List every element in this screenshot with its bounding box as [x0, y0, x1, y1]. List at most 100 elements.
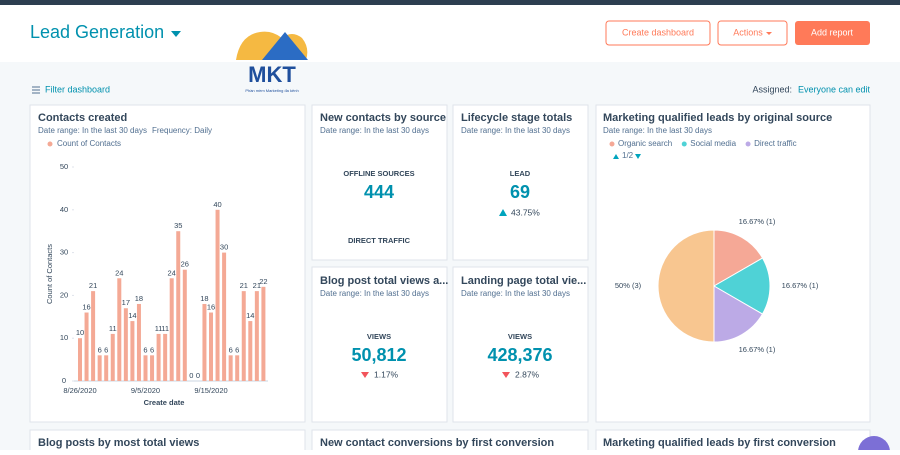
data-label: 22	[259, 277, 267, 286]
date-range: Date range: In the last 30 days	[461, 289, 570, 298]
card	[452, 266, 589, 423]
slice-label: 16.67% (1)	[739, 345, 776, 354]
data-label: 11	[109, 324, 117, 333]
data-label: 18	[200, 294, 208, 303]
data-label: 16	[207, 303, 215, 312]
slice-label: 16.67% (1)	[782, 281, 819, 290]
metric-label: LEAD	[510, 169, 531, 178]
filter-icon	[32, 86, 40, 94]
bar	[143, 355, 148, 381]
y-tick-label: 10	[60, 333, 68, 342]
data-label: 11	[161, 324, 169, 333]
legend-swatch	[47, 141, 53, 147]
card-title: Marketing qualified leads by original so…	[603, 112, 832, 124]
bar	[78, 338, 82, 381]
metric-change: 1.17%	[374, 369, 399, 379]
y-tick-label: 30	[60, 248, 68, 257]
legend-next[interactable]	[635, 154, 641, 159]
bar	[130, 321, 135, 381]
bar	[176, 231, 181, 381]
date-range: Date range: In the last 30 days	[320, 126, 429, 135]
dashboard-title[interactable]: Lead Generation	[30, 22, 164, 42]
metric-value: 50,812	[351, 345, 406, 365]
card	[29, 104, 306, 423]
data-label: 24	[168, 268, 176, 277]
bar	[169, 278, 174, 381]
actions-button[interactable]	[717, 20, 788, 46]
legend-swatch	[609, 141, 615, 147]
legend-label: Organic search	[618, 139, 672, 148]
bar	[163, 333, 168, 381]
bar	[215, 209, 220, 381]
metric-change: 43.75%	[511, 207, 540, 217]
bar	[261, 286, 266, 381]
legend-label: Count of Contacts	[57, 139, 121, 148]
card	[311, 104, 448, 261]
add-button[interactable]	[795, 21, 870, 45]
data-label: 26	[181, 260, 189, 269]
bar	[136, 303, 141, 381]
x-tick-label: 9/15/2020	[194, 386, 227, 395]
bar	[202, 303, 207, 381]
x-axis-label: Create date	[144, 398, 185, 407]
date-range: Date range: In the last 30 days	[38, 126, 147, 135]
metric-value: 444	[364, 182, 394, 202]
x-tick-label: 8/26/2020	[63, 386, 96, 395]
data-label: 6	[98, 345, 102, 354]
pie-slice	[713, 229, 764, 287]
add-button-label[interactable]: Add report	[811, 27, 854, 37]
top-nav	[0, 0, 900, 5]
bar	[235, 355, 240, 381]
y-axis-label: Count of Contacts	[45, 244, 54, 304]
card-title: Blog post total views a...	[320, 275, 448, 287]
legend-page: 1/2	[622, 151, 634, 160]
bar	[123, 308, 128, 381]
logo-shape	[262, 32, 308, 60]
actions-button-label[interactable]: Actions	[733, 27, 763, 37]
data-label: 0	[196, 371, 200, 380]
card-title: Contacts created	[38, 112, 127, 124]
bar	[117, 278, 122, 381]
filter-link[interactable]: Filter dashboard	[45, 84, 110, 94]
bar	[248, 321, 253, 381]
create-button[interactable]	[605, 20, 711, 46]
bar	[254, 291, 259, 381]
bar	[222, 252, 227, 381]
create-button-label[interactable]: Create dashboard	[622, 27, 694, 37]
bar	[228, 355, 233, 381]
data-label: 18	[135, 294, 143, 303]
title-caret	[171, 31, 181, 37]
up-arrow	[499, 209, 507, 216]
legend-prev[interactable]	[613, 154, 619, 159]
data-label: 30	[220, 243, 228, 252]
data-label: 6	[235, 345, 239, 354]
metric-label: VIEWS	[367, 332, 391, 341]
data-label: 0	[189, 371, 193, 380]
y-tick-label: 40	[60, 205, 68, 214]
bar	[182, 269, 187, 381]
data-label: 35	[174, 221, 182, 230]
metric-label: DIRECT TRAFFIC	[348, 236, 411, 245]
bar	[150, 355, 155, 381]
bar	[209, 312, 213, 381]
frequency: Frequency: Daily	[152, 126, 212, 135]
logo-text: MKT	[248, 62, 296, 87]
legend-swatch	[681, 141, 687, 147]
legend-label: Direct traffic	[754, 139, 797, 148]
data-label: 6	[229, 345, 233, 354]
pie-slice	[713, 285, 764, 343]
date-range: Date range: In the last 30 days	[603, 126, 712, 135]
slice-label: 50% (3)	[615, 281, 642, 290]
card	[311, 266, 448, 423]
date-range: Date range: In the last 30 days	[461, 126, 570, 135]
assigned-link[interactable]: Everyone can edit	[798, 84, 871, 94]
data-label: 6	[143, 345, 147, 354]
legend-swatch	[745, 141, 751, 147]
bar	[91, 291, 96, 381]
card-title: Lifecycle stage totals	[461, 112, 572, 124]
data-label: 40	[213, 200, 221, 209]
y-tick-label: 20	[60, 290, 68, 299]
metric-label: VIEWS	[508, 332, 532, 341]
data-label: 6	[150, 345, 154, 354]
